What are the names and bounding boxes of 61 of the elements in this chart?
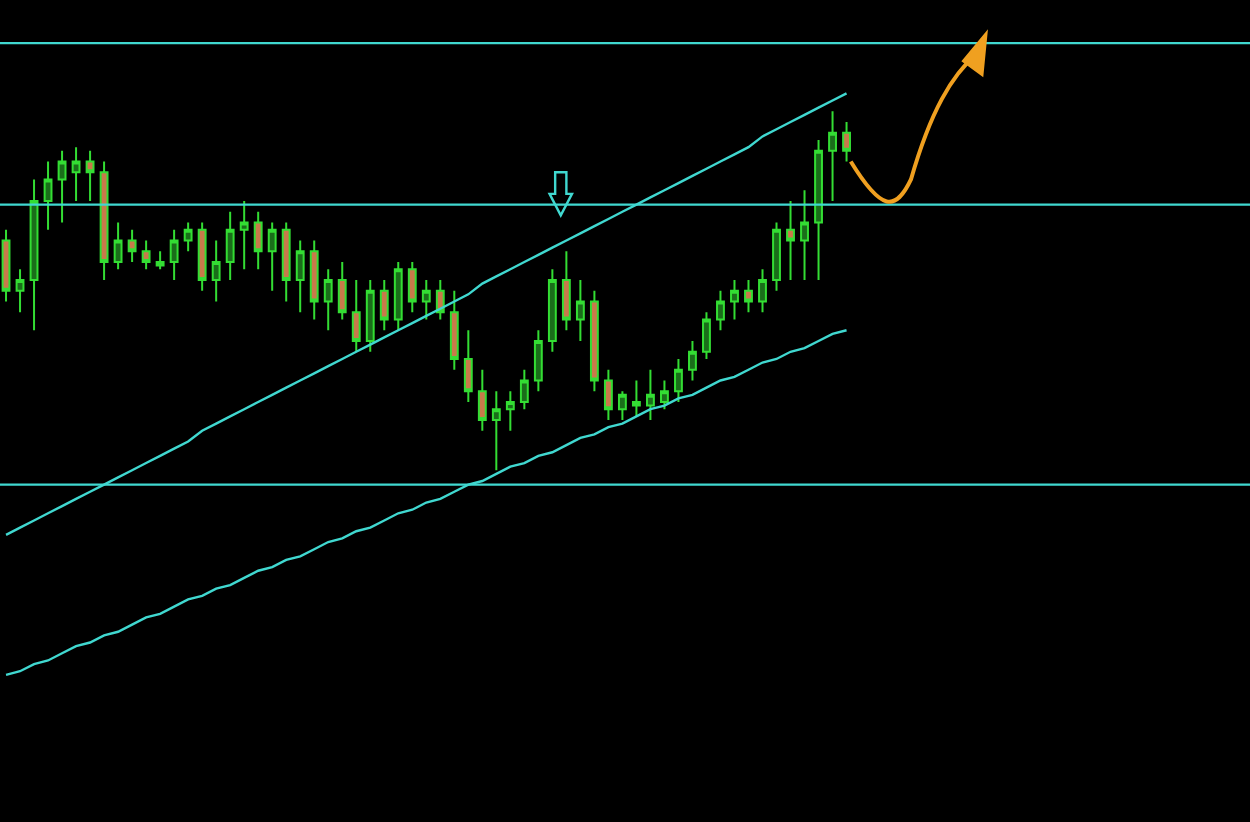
candlestick	[393, 261, 403, 332]
candlestick	[169, 228, 179, 281]
candlestick	[786, 200, 795, 281]
candlestick	[309, 239, 319, 321]
candlestick	[477, 368, 487, 432]
candlestick	[674, 357, 683, 404]
candlestick	[631, 379, 641, 418]
candlestick	[71, 146, 81, 203]
candlestick	[617, 390, 627, 421]
candlestick	[85, 149, 95, 203]
candlestick	[842, 121, 851, 163]
candlestick	[197, 221, 207, 292]
candlestick	[253, 210, 263, 271]
candlestick	[183, 221, 193, 253]
candlestick	[800, 189, 809, 281]
candlestick	[351, 278, 361, 353]
candlestick	[589, 289, 599, 393]
candlestick	[688, 340, 697, 382]
candlestick	[99, 160, 109, 281]
candlestick	[337, 261, 347, 321]
candlestick	[575, 278, 585, 342]
candlestick	[141, 239, 151, 271]
candlestick	[547, 268, 557, 353]
candlestick	[716, 289, 725, 332]
candlestick	[323, 268, 333, 332]
candlestick	[127, 228, 137, 264]
candlestick	[57, 149, 67, 224]
candlestick	[43, 160, 53, 231]
candlestick	[29, 178, 39, 332]
candlestick	[1, 228, 11, 303]
candlestick	[295, 239, 305, 314]
candlestick	[561, 250, 571, 332]
candlestick	[155, 250, 165, 271]
candlestick	[744, 278, 753, 314]
candlestick	[379, 278, 389, 332]
candlestick	[225, 210, 235, 281]
candlestick	[463, 329, 473, 404]
candlestick	[758, 268, 767, 314]
candlestick	[491, 390, 501, 472]
candlestick	[15, 268, 25, 314]
candlestick	[646, 368, 655, 421]
candlestick	[519, 368, 529, 411]
candlestick	[533, 329, 543, 393]
candlestick	[730, 278, 739, 321]
candlestick	[113, 221, 123, 271]
candlestick	[211, 239, 221, 303]
candlestick	[281, 221, 291, 303]
candlestick	[814, 139, 823, 281]
candlestick	[603, 368, 613, 421]
candlestick	[267, 221, 277, 292]
candlestick	[505, 390, 515, 432]
candlestick	[365, 278, 375, 353]
candlestick	[421, 278, 431, 321]
candlestick	[828, 110, 837, 203]
candlestick	[772, 221, 781, 292]
candlestick	[702, 311, 711, 360]
candlestick	[407, 261, 417, 314]
candlestick	[449, 289, 459, 371]
candlestick	[239, 200, 249, 271]
candlestick	[435, 278, 445, 321]
candlestick	[660, 379, 669, 411]
